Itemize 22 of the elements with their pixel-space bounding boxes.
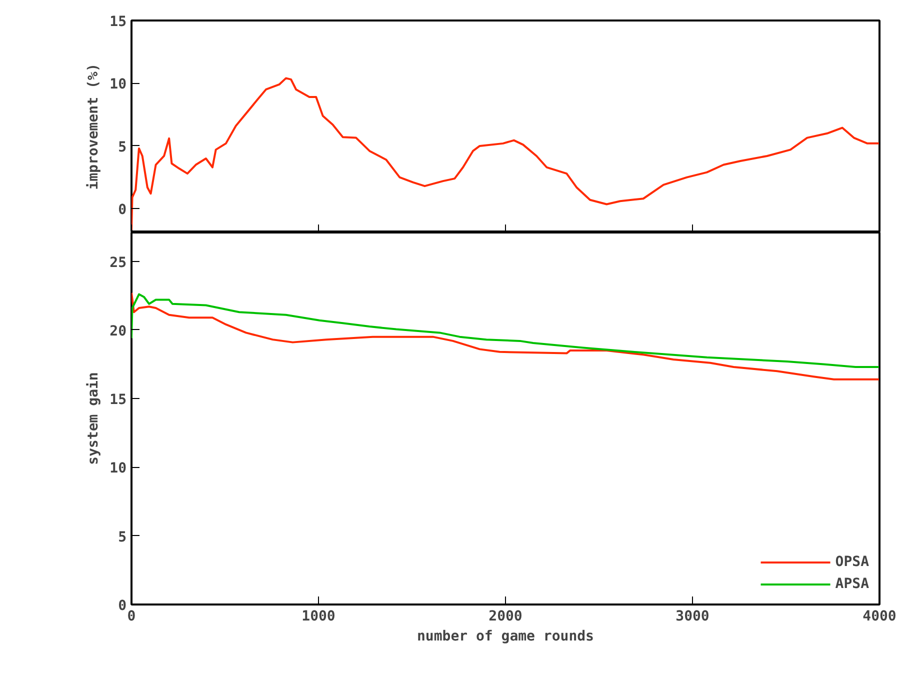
x-tick-label: 4000 [862,608,896,624]
x-tick-label: 3000 [676,608,710,624]
line-series [132,293,880,368]
line-series [132,292,880,380]
legend-label: APSA [835,576,869,592]
legend-label: OPSA [835,554,869,570]
y-axis-title: system gain [86,372,102,465]
x-tick-label: 2000 [488,608,522,624]
line-series [132,77,880,231]
y-tick-label: 20 [110,323,126,340]
y-tick-label: 10 [110,76,126,93]
y-tick-label: 5 [118,139,127,156]
y-tick-label: 0 [118,202,127,218]
y-tick-label: 5 [118,529,127,546]
x-axis-title: number of game rounds [417,628,594,644]
y-tick-label: 10 [110,460,126,477]
y-tick-label: 25 [110,254,126,271]
y-tick-label: 15 [110,14,126,30]
x-tick-label: 1000 [302,608,336,624]
y-axis-title: improvement (%) [86,63,102,190]
y-tick-label: 15 [110,392,126,408]
y-tick-label: 0 [118,598,127,614]
